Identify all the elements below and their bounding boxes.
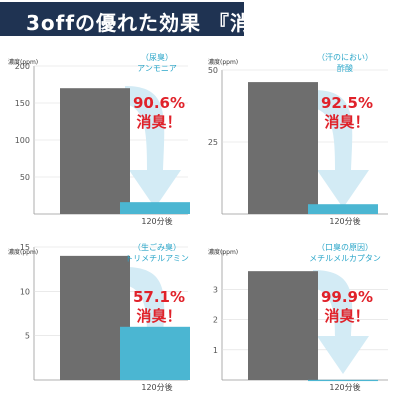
odor-category-label: （尿臭） xyxy=(141,52,173,62)
title-banner: 3offの優れた効果 『消臭』 xyxy=(0,2,292,36)
y-axis-label: 濃度(ppm) xyxy=(208,58,238,66)
y-tick-label: 50 xyxy=(20,173,30,182)
bar-before xyxy=(248,271,318,380)
y-tick-label: 50 xyxy=(208,66,218,75)
y-axis-label: 濃度(ppm) xyxy=(8,248,38,256)
bar-before xyxy=(60,88,130,214)
reduction-percent: 99.9% xyxy=(321,288,373,306)
chemical-name: 酢酸 xyxy=(337,63,353,73)
y-axis-label: 濃度(ppm) xyxy=(8,58,38,66)
reduction-label: 消臭！ xyxy=(324,307,369,325)
y-tick-label: 100 xyxy=(15,136,30,145)
y-tick-label: 15 xyxy=(20,243,30,252)
bar-after xyxy=(308,379,378,382)
bar-after xyxy=(120,202,190,214)
y-axis-label: 濃度(ppm) xyxy=(208,248,238,256)
reduction-percent: 57.1% xyxy=(133,288,185,306)
x-category-label: 120分後 xyxy=(329,382,360,392)
x-category-label: 120分後 xyxy=(141,382,172,392)
reduction-percent: 90.6% xyxy=(133,94,185,112)
reduction-percent: 92.5% xyxy=(321,94,373,112)
reduction-label: 消臭！ xyxy=(136,307,181,325)
y-tick-label: 5 xyxy=(25,332,30,341)
odor-category-label: （口臭の原因） xyxy=(317,242,373,252)
odor-category-label: （生ごみ臭） xyxy=(133,242,181,252)
y-tick-label: 3 xyxy=(213,285,218,294)
bar-before xyxy=(60,255,130,380)
reduction-arrow xyxy=(125,86,181,208)
y-tick-label: 2 xyxy=(213,316,218,325)
reduction-label: 消臭！ xyxy=(324,113,369,131)
y-tick-label: 1 xyxy=(213,346,218,355)
x-category-label: 120分後 xyxy=(141,216,172,226)
banner-title: 3offの優れた効果 『消臭』 xyxy=(26,11,294,35)
chemical-name: メチルメルカプタン xyxy=(309,254,381,263)
chemical-name: アンモニア xyxy=(137,64,177,73)
y-tick-label: 200 xyxy=(15,62,30,71)
reduction-arrow xyxy=(313,90,369,208)
bar-after xyxy=(120,326,190,380)
chemical-name: トリメチルアミン xyxy=(125,254,189,263)
y-tick-label: 10 xyxy=(20,287,30,296)
bar-after xyxy=(308,204,378,214)
y-tick-label: 25 xyxy=(208,138,218,147)
reduction-label: 消臭！ xyxy=(136,113,181,131)
bar-before xyxy=(248,82,318,214)
y-tick-label: 150 xyxy=(15,99,30,108)
odor-category-label: （汗のにおい） xyxy=(317,53,373,62)
x-category-label: 120分後 xyxy=(329,216,360,226)
reduction-arrow xyxy=(313,270,369,374)
